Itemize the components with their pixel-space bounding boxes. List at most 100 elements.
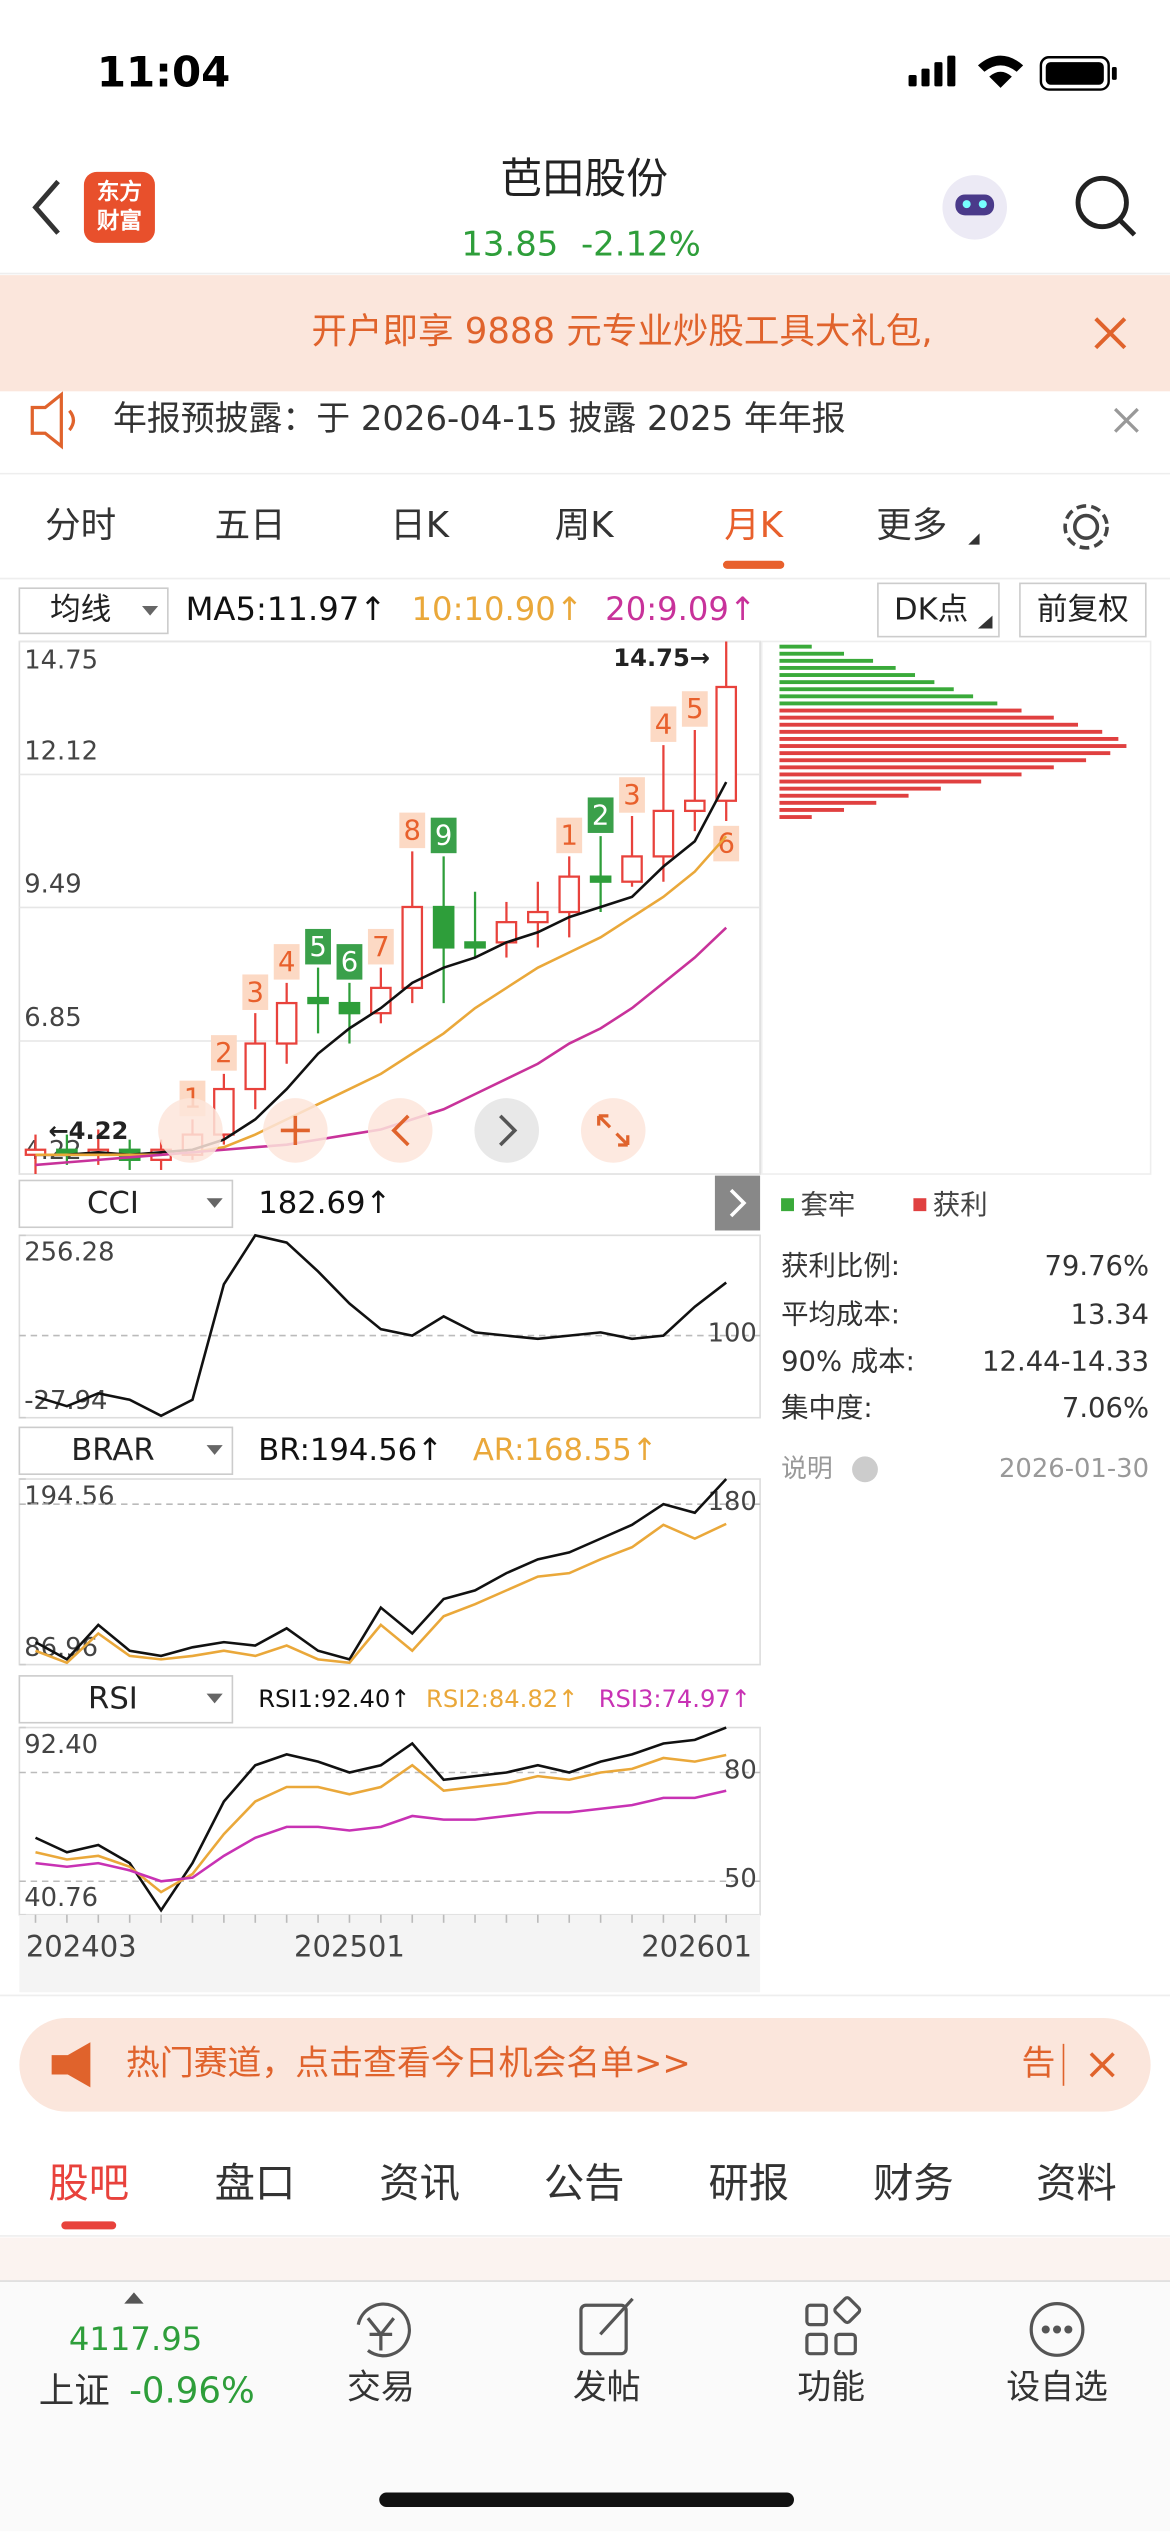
legend-swatch — [913, 1198, 927, 1212]
chip-bar-trapped — [779, 680, 935, 685]
chip-bar-trapped — [779, 644, 812, 649]
promo-close[interactable] — [1089, 2052, 1115, 2078]
td-label-bg — [210, 1035, 237, 1071]
dropdown-arrow — [206, 1693, 223, 1704]
period-tab[interactable]: 日K — [390, 505, 451, 546]
assistant-avatar[interactable] — [942, 175, 1008, 240]
content-tab[interactable]: 资料 — [1036, 2160, 1117, 2207]
next-button[interactable] — [474, 1098, 540, 1163]
candle-body — [244, 1042, 267, 1091]
td-label-bg — [399, 812, 426, 849]
chip-bar-trapped — [779, 658, 874, 663]
period-tab[interactable]: 月K — [724, 505, 785, 546]
td-label: 4 — [278, 947, 295, 978]
active-tab-underline — [61, 2221, 117, 2230]
bottom-tabs: 股吧 盘口 资讯 公告 研报 财务 资料 — [48, 2160, 1117, 2230]
chip-bar-profit — [779, 715, 1054, 720]
control-button[interactable] — [158, 1098, 223, 1163]
stat-label: 90% 成本: — [781, 1346, 915, 1377]
indicator-line — [34, 1478, 728, 1661]
dk-button[interactable] — [877, 582, 1000, 638]
plus-icon — [280, 1115, 310, 1145]
chip-bar-trapped — [779, 651, 845, 656]
chart-controls — [158, 1098, 646, 1163]
dropdown-arrow — [206, 1198, 223, 1208]
ma-line — [35, 781, 728, 1157]
prev-button[interactable] — [367, 1098, 433, 1163]
banner-close[interactable] — [1094, 317, 1127, 350]
chip-bar-trapped — [779, 694, 974, 699]
toggle-icon — [729, 1188, 747, 1218]
content-tab[interactable]: 研报 — [708, 2160, 789, 2207]
promo-tail: 告 — [1022, 2043, 1056, 2082]
next-icon — [499, 1114, 518, 1147]
adjust-button[interactable] — [1019, 582, 1147, 638]
period-tab[interactable]: 周K — [555, 505, 616, 546]
candle-body — [589, 875, 612, 883]
level-label: 80 — [724, 1755, 757, 1785]
search-button[interactable] — [1075, 175, 1137, 237]
nav-label[interactable]: 设自选 — [1006, 2368, 1108, 2407]
candle-body — [338, 1001, 361, 1015]
chip-bar-profit — [779, 800, 877, 805]
indicator-title: CCI — [87, 1186, 139, 1221]
expand-button[interactable] — [580, 1098, 646, 1163]
indicator-title: RSI — [88, 1682, 138, 1717]
content-tab[interactable]: 资讯 — [379, 2160, 460, 2207]
legend-label: 套牢 — [800, 1190, 855, 1221]
indicator-line — [35, 1753, 727, 1894]
candle-body — [652, 809, 675, 858]
chip-frame — [760, 640, 1152, 1175]
td-label: 8 — [404, 815, 421, 846]
nav-label[interactable]: 交易 — [347, 2368, 415, 2407]
td-label: 3 — [247, 977, 264, 1008]
x-tick-label: 202501 — [294, 1930, 405, 1964]
ma-select[interactable] — [18, 587, 169, 635]
candle-body — [683, 799, 706, 813]
level-label: 100 — [708, 1318, 757, 1348]
td-label-bg — [367, 928, 394, 965]
notice-close[interactable] — [1113, 407, 1139, 433]
panel-frame — [18, 1478, 761, 1666]
chip-bar-profit — [779, 744, 1127, 748]
stock-price: 13.85 — [461, 225, 558, 264]
back-button[interactable] — [32, 179, 60, 235]
nav-label[interactable]: 发帖 — [573, 2368, 641, 2407]
dk-button-text: DK点 — [894, 592, 968, 627]
td-label-bg — [242, 974, 269, 1010]
period-tab[interactable]: 更多 — [876, 505, 947, 546]
indicator-select[interactable] — [18, 1675, 234, 1724]
content-tab[interactable]: 盘口 — [215, 2160, 296, 2207]
candle-body — [307, 996, 329, 1005]
banner[interactable] — [0, 275, 1170, 392]
content-tab[interactable]: 公告 — [544, 2160, 625, 2207]
chip-bar-trapped — [779, 701, 998, 706]
promo-mask — [1000, 2026, 1066, 2104]
home-indicator — [379, 2492, 794, 2508]
td-label: 6 — [717, 829, 734, 860]
panel-toggle[interactable] — [714, 1175, 761, 1231]
promo-bar[interactable] — [19, 2018, 1151, 2112]
chip-bar-trapped — [779, 673, 916, 677]
indicator-select[interactable] — [18, 1179, 234, 1229]
expand-arrow — [124, 2292, 144, 2304]
indicator-title: BRAR — [71, 1433, 154, 1468]
status-icons — [908, 55, 1117, 91]
td-label: 3 — [623, 780, 640, 811]
note-label[interactable]: 说明 — [781, 1454, 833, 1484]
content-tab[interactable]: 股吧 — [48, 2160, 129, 2207]
indicator-select[interactable] — [18, 1426, 234, 1475]
notice-text: 年报预披露：于 2026-04-15 披露 2025 年年报 — [113, 399, 846, 438]
content-tab[interactable]: 财务 — [873, 2160, 954, 2207]
nav-label[interactable]: 功能 — [797, 2368, 865, 2407]
stat-label: 集中度: — [781, 1393, 873, 1424]
period-tab[interactable]: 分时 — [45, 505, 116, 546]
y-tick-label: 14.75 — [24, 645, 98, 675]
expand-icon — [597, 1114, 630, 1147]
td-label: 2 — [215, 1038, 232, 1069]
corner-mark — [977, 615, 993, 629]
period-tab[interactable]: 五日 — [215, 505, 286, 546]
min-label: ←4.22 — [48, 1117, 128, 1145]
